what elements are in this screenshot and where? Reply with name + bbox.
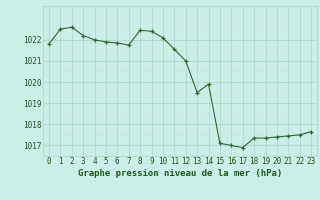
X-axis label: Graphe pression niveau de la mer (hPa): Graphe pression niveau de la mer (hPa)	[78, 169, 282, 178]
